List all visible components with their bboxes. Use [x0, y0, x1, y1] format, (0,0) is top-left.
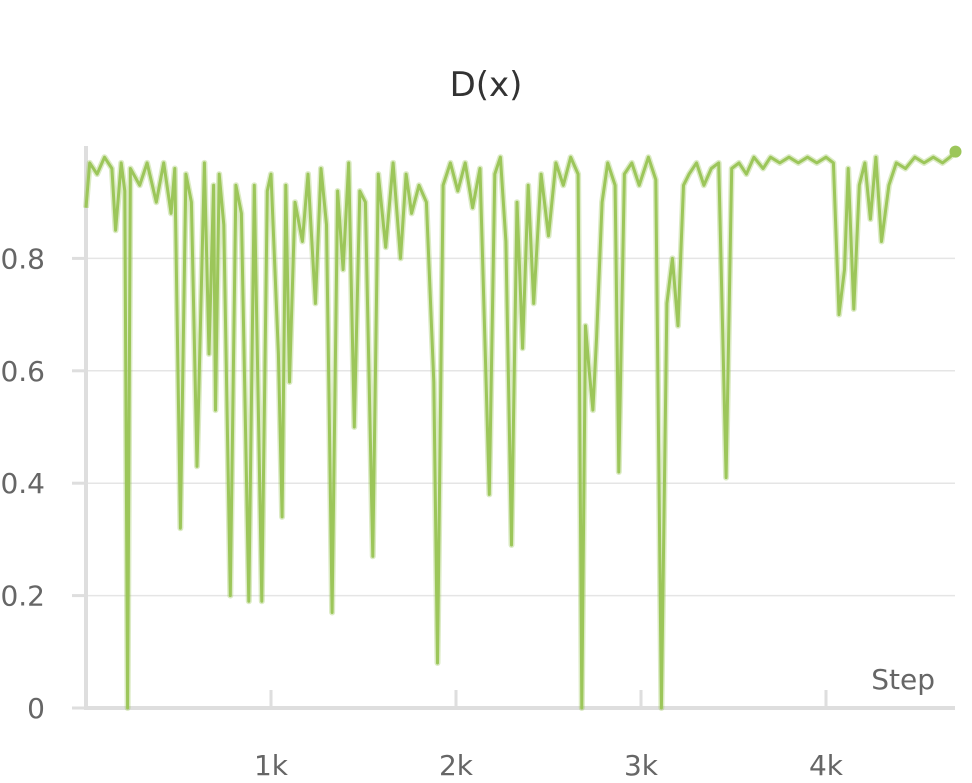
axes: [84, 146, 955, 710]
chart-title: D(x): [450, 65, 523, 105]
y-tick-label: 0.2: [0, 580, 45, 613]
y-tick-label: 0.6: [0, 355, 45, 388]
series-end-point: [949, 145, 962, 158]
x-tick-label: 2k: [439, 749, 474, 782]
series-line-halo: [83, 149, 958, 711]
x-tick-label: 4k: [809, 749, 844, 782]
x-ticks: 1k 2k 3k 4k: [254, 690, 844, 782]
x-axis-label: Step: [871, 663, 935, 696]
x-tick-label: 3k: [624, 749, 659, 782]
series-line: [84, 150, 957, 710]
y-tick-label: 0: [27, 692, 45, 725]
y-ticks: 0 0.2 0.4 0.6 0.8: [0, 242, 86, 725]
y-tick-label: 0.8: [0, 242, 45, 275]
series-layer: [83, 145, 962, 711]
y-tick-label: 0.4: [0, 467, 45, 500]
x-tick-label: 1k: [254, 749, 289, 782]
